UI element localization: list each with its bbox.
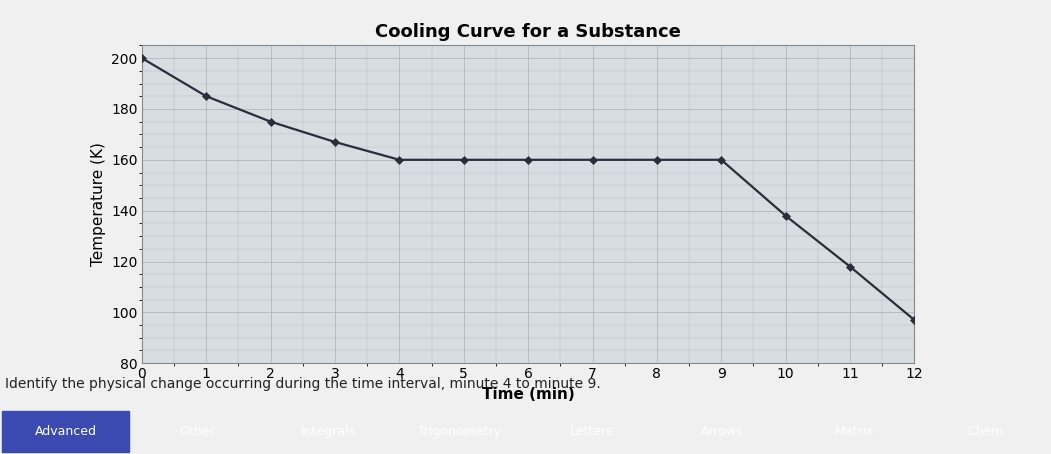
Text: Trigonometry: Trigonometry — [418, 425, 501, 438]
Title: Cooling Curve for a Substance: Cooling Curve for a Substance — [375, 23, 681, 41]
X-axis label: Time (min): Time (min) — [481, 387, 575, 402]
Text: Letters: Letters — [570, 425, 613, 438]
Bar — [2, 411, 129, 452]
Text: Advanced: Advanced — [35, 425, 97, 438]
Text: Arrows: Arrows — [701, 425, 744, 438]
Text: Other: Other — [180, 425, 214, 438]
Text: Integrals: Integrals — [301, 425, 356, 438]
Text: Chem: Chem — [967, 425, 1004, 438]
Text: Identify the physical change occurring during the time interval, minute 4 to min: Identify the physical change occurring d… — [5, 377, 601, 390]
Y-axis label: Temperature (K): Temperature (K) — [90, 143, 106, 266]
Text: Matrix: Matrix — [834, 425, 873, 438]
